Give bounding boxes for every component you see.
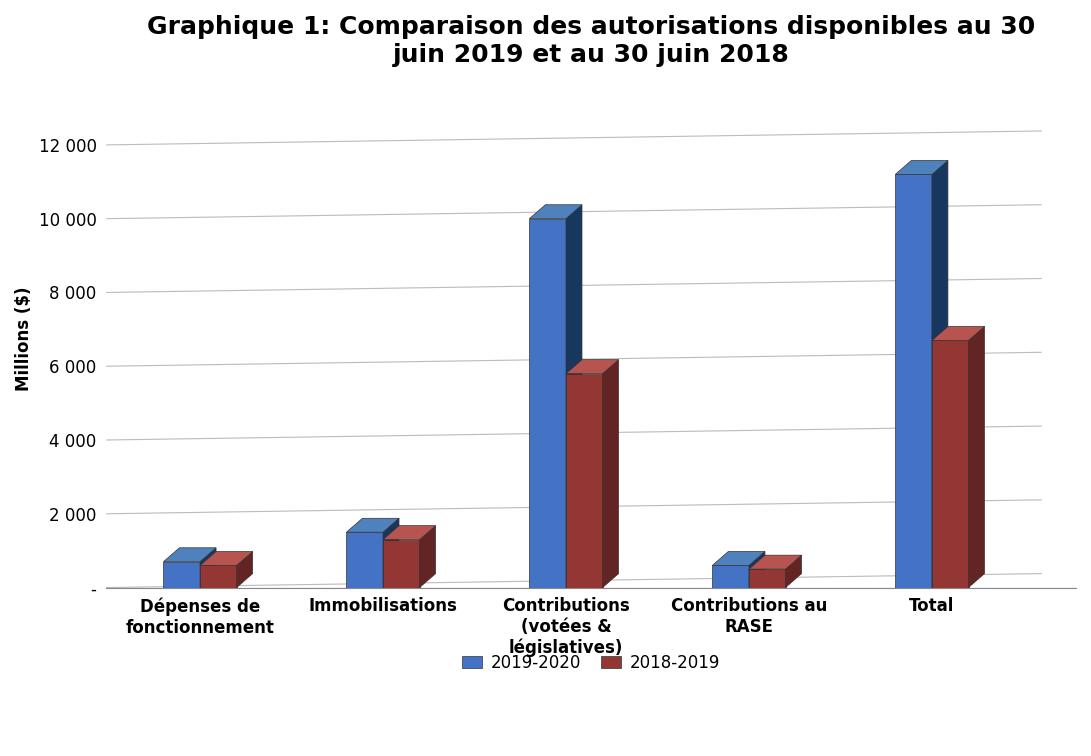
- Polygon shape: [200, 548, 216, 587]
- Polygon shape: [347, 519, 399, 532]
- Polygon shape: [896, 175, 932, 587]
- Polygon shape: [932, 160, 948, 587]
- Polygon shape: [748, 551, 765, 587]
- Polygon shape: [969, 327, 984, 587]
- Polygon shape: [383, 540, 420, 587]
- Polygon shape: [932, 340, 969, 587]
- Polygon shape: [566, 360, 619, 373]
- Polygon shape: [164, 562, 200, 587]
- Polygon shape: [237, 551, 253, 587]
- Polygon shape: [529, 205, 582, 218]
- Polygon shape: [896, 160, 948, 175]
- Legend: 2019-2020, 2018-2019: 2019-2020, 2018-2019: [456, 647, 727, 679]
- Polygon shape: [200, 551, 253, 565]
- Polygon shape: [164, 548, 216, 562]
- Polygon shape: [602, 360, 619, 587]
- Polygon shape: [383, 519, 399, 587]
- Polygon shape: [200, 565, 237, 587]
- Polygon shape: [420, 525, 435, 587]
- Polygon shape: [786, 555, 802, 587]
- Polygon shape: [566, 373, 602, 587]
- Polygon shape: [566, 205, 582, 587]
- Polygon shape: [383, 525, 435, 540]
- Polygon shape: [347, 532, 383, 587]
- Polygon shape: [748, 569, 786, 587]
- Polygon shape: [712, 551, 765, 565]
- Polygon shape: [932, 327, 984, 340]
- Title: Graphique 1: Comparaison des autorisations disponibles au 30
juin 2019 et au 30 : Graphique 1: Comparaison des autorisatio…: [147, 15, 1035, 67]
- Polygon shape: [712, 565, 748, 587]
- Polygon shape: [529, 218, 566, 587]
- Polygon shape: [748, 555, 802, 569]
- Y-axis label: Millions ($): Millions ($): [15, 287, 33, 391]
